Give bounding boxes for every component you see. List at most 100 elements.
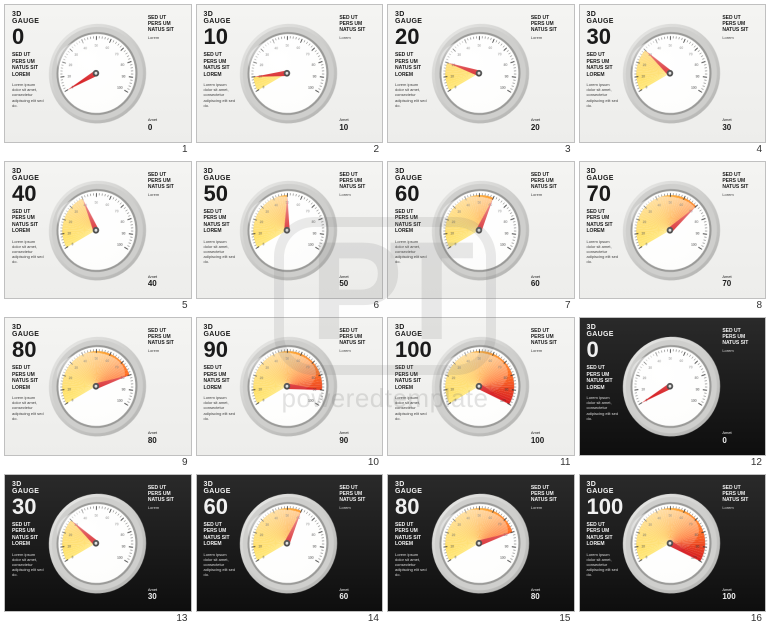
right-heading: SED UTPERS UMNATUS SIT — [148, 485, 174, 503]
gauge-icon: 0102030405060708090100 — [46, 161, 149, 300]
slide-description: Lorem ipsum dolor sit amet, consectetur … — [395, 82, 427, 108]
right-heading: SED UTPERS UMNATUS SIT — [531, 172, 557, 190]
slide-thumbnail[interactable]: 3D GAUGE 50 SED UTPERS UMNATUS SITLOREM … — [196, 161, 384, 300]
slide-value: 80 — [395, 496, 427, 518]
slide-body: SED UTPERS UMNATUS SITLOREM — [12, 209, 44, 235]
slide-number: 7 — [387, 299, 575, 313]
slide-value: 60 — [395, 183, 427, 205]
slide-right-column: SED UTPERS UMNATUS SIT Lorem Amet 100 — [531, 318, 574, 455]
svg-text:90: 90 — [505, 74, 509, 78]
right-lorem: Lorem — [531, 35, 542, 40]
slide-thumbnail[interactable]: 3D GAUGE 90 SED UTPERS UMNATUS SITLOREM … — [196, 317, 384, 456]
slide-description: Lorem ipsum dolor sit amet, consectetur … — [12, 239, 44, 265]
slide-thumbnail[interactable]: 3D GAUGE 80 SED UTPERS UMNATUS SITLOREM … — [4, 317, 192, 456]
slide-body: SED UTPERS UMNATUS SITLOREM — [204, 52, 236, 78]
right-bottom-label: Amet — [339, 117, 348, 122]
slide-thumbnail[interactable]: 3D GAUGE 80 SED UTPERS UMNATUS SITLOREM … — [387, 474, 575, 613]
right-bottom-label: Amet — [148, 430, 157, 435]
right-bottom-label: Amet — [148, 117, 157, 122]
right-lorem: Lorem — [722, 505, 733, 510]
right-bottom-value: 60 — [531, 279, 540, 288]
slide-right-column: SED UTPERS UMNATUS SIT Lorem Amet 0 — [722, 318, 765, 455]
slide-value: 30 — [12, 496, 44, 518]
slide-left-column: 3D GAUGE 80 SED UTPERS UMNATUS SITLOREM … — [5, 318, 44, 455]
slide-thumbnail[interactable]: 3D GAUGE 0 SED UTPERS UMNATUS SITLOREM L… — [579, 317, 767, 456]
slide-right-column: SED UTPERS UMNATUS SIT Lorem Amet 30 — [722, 5, 765, 142]
slide-thumbnail[interactable]: 3D GAUGE 60 SED UTPERS UMNATUS SITLOREM … — [387, 161, 575, 300]
slide-body: SED UTPERS UMNATUS SITLOREM — [204, 209, 236, 235]
slide-body: SED UTPERS UMNATUS SITLOREM — [204, 365, 236, 391]
slide-number: 13 — [4, 612, 192, 626]
slide-description: Lorem ipsum dolor sit amet, consectetur … — [587, 395, 619, 421]
right-lorem: Lorem — [339, 348, 350, 353]
gauge-container: 0102030405060708090100 — [235, 162, 339, 299]
right-bottom-value: 0 — [148, 123, 152, 132]
slide-left-column: 3D GAUGE 30 SED UTPERS UMNATUS SITLOREM … — [580, 5, 619, 142]
slide-title: 3D GAUGE — [395, 168, 427, 182]
right-heading: SED UTPERS UMNATUS SIT — [339, 328, 365, 346]
slide-thumbnail[interactable]: 3D GAUGE 10 SED UTPERS UMNATUS SITLOREM … — [196, 4, 384, 143]
slide-thumbnail[interactable]: 3D GAUGE 40 SED UTPERS UMNATUS SITLOREM … — [4, 161, 192, 300]
right-bottom-value: 20 — [531, 123, 540, 132]
slide-description: Lorem ipsum dolor sit amet, consectetur … — [204, 239, 236, 265]
slide-right-column: SED UTPERS UMNATUS SIT Lorem Amet 100 — [722, 475, 765, 612]
right-bottom-value: 0 — [722, 436, 726, 445]
gauge-container: 0102030405060708090100 — [427, 5, 531, 142]
slide-number: 5 — [4, 299, 192, 313]
slide-left-column: 3D GAUGE 80 SED UTPERS UMNATUS SITLOREM … — [388, 475, 427, 612]
gauge-icon: 0102030405060708090100 — [429, 4, 532, 143]
slide-thumbnail[interactable]: 3D GAUGE 60 SED UTPERS UMNATUS SITLOREM … — [196, 474, 384, 613]
slide-description: Lorem ipsum dolor sit amet, consectetur … — [204, 552, 236, 578]
slide-thumbnail[interactable]: 3D GAUGE 30 SED UTPERS UMNATUS SITLOREM … — [4, 474, 192, 613]
right-bottom: Amet 50 — [339, 274, 348, 290]
slide-title: 3D GAUGE — [204, 481, 236, 495]
slide-cell: 3D GAUGE 30 SED UTPERS UMNATUS SITLOREM … — [579, 4, 767, 157]
svg-text:100: 100 — [117, 242, 123, 246]
right-heading: SED UTPERS UMNATUS SIT — [531, 15, 557, 33]
right-bottom: Amet 10 — [339, 117, 348, 133]
slide-body: SED UTPERS UMNATUS SITLOREM — [395, 52, 427, 78]
slide-value: 100 — [395, 339, 427, 361]
slide-thumbnail[interactable]: 3D GAUGE 0 SED UTPERS UMNATUS SITLOREM L… — [4, 4, 192, 143]
right-bottom-value: 100 — [722, 592, 735, 601]
slide-right-column: SED UTPERS UMNATUS SIT Lorem Amet 70 — [722, 162, 765, 299]
gauge-icon: 0102030405060708090100 — [620, 317, 723, 456]
svg-text:100: 100 — [117, 86, 123, 90]
slide-description: Lorem ipsum dolor sit amet, consectetur … — [587, 239, 619, 265]
slide-value: 100 — [587, 496, 619, 518]
slide-number: 6 — [196, 299, 384, 313]
svg-text:90: 90 — [122, 74, 126, 78]
slide-thumbnail[interactable]: 3D GAUGE 70 SED UTPERS UMNATUS SITLOREM … — [579, 161, 767, 300]
slide-value: 20 — [395, 26, 427, 48]
right-heading: SED UTPERS UMNATUS SIT — [148, 172, 174, 190]
slide-value: 30 — [587, 26, 619, 48]
right-bottom-label: Amet — [722, 587, 731, 592]
right-bottom: Amet 0 — [148, 117, 157, 133]
gauge-container: 0102030405060708090100 — [235, 5, 339, 142]
right-lorem: Lorem — [722, 348, 733, 353]
slide-grid: 3D GAUGE 0 SED UTPERS UMNATUS SITLOREM L… — [0, 0, 770, 630]
slide-cell: 3D GAUGE 50 SED UTPERS UMNATUS SITLOREM … — [196, 161, 384, 314]
slide-thumbnail[interactable]: 3D GAUGE 20 SED UTPERS UMNATUS SITLOREM … — [387, 4, 575, 143]
right-lorem: Lorem — [531, 505, 542, 510]
right-bottom-value: 80 — [148, 436, 157, 445]
slide-cell: 3D GAUGE 100 SED UTPERS UMNATUS SITLOREM… — [387, 317, 575, 470]
slide-cell: 3D GAUGE 20 SED UTPERS UMNATUS SITLOREM … — [387, 4, 575, 157]
slide-number: 2 — [196, 143, 384, 157]
gauge-icon: 0102030405060708090100 — [620, 4, 723, 143]
right-heading: SED UTPERS UMNATUS SIT — [148, 328, 174, 346]
right-heading: SED UTPERS UMNATUS SIT — [531, 485, 557, 503]
gauge-container: 0102030405060708090100 — [618, 5, 722, 142]
slide-value: 70 — [587, 183, 619, 205]
slide-thumbnail[interactable]: 3D GAUGE 100 SED UTPERS UMNATUS SITLOREM… — [387, 317, 575, 456]
slide-left-column: 3D GAUGE 90 SED UTPERS UMNATUS SITLOREM … — [197, 318, 236, 455]
slide-thumbnail[interactable]: 3D GAUGE 30 SED UTPERS UMNATUS SITLOREM … — [579, 4, 767, 143]
right-bottom-value: 80 — [531, 592, 540, 601]
right-bottom-label: Amet — [531, 587, 540, 592]
right-bottom-value: 40 — [148, 279, 157, 288]
right-bottom-value: 10 — [339, 123, 348, 132]
slide-thumbnail[interactable]: 3D GAUGE 100 SED UTPERS UMNATUS SITLOREM… — [579, 474, 767, 613]
slide-left-column: 3D GAUGE 0 SED UTPERS UMNATUS SITLOREM L… — [5, 5, 44, 142]
slide-left-column: 3D GAUGE 70 SED UTPERS UMNATUS SITLOREM … — [580, 162, 619, 299]
slide-body: SED UTPERS UMNATUS SITLOREM — [12, 365, 44, 391]
